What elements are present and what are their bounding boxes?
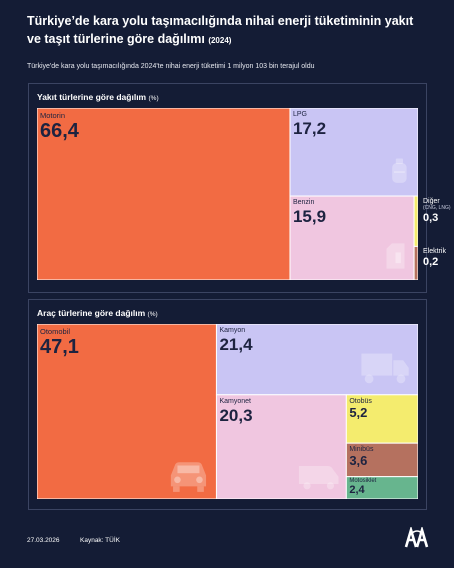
treemap-label-lpg: LPG 17,2 (290, 108, 418, 196)
vehicle-type-panel: Araç türlerine göre dağılım (%) Otomobil… (28, 299, 427, 510)
gas-cylinder-icon (392, 158, 407, 183)
treemap-label-kamyon: Kamyon 21,4 (216, 324, 418, 395)
treemap-cell-otobus (345, 394, 418, 444)
vehicle-treemap: Otomobil 47,1 Kamyon 21,4 Kamyonet 20,3 Otobüs… (37, 324, 418, 499)
value-label: 21,4 (219, 335, 253, 354)
value-label: 5,2 (349, 404, 368, 420)
value-label: 0,3 (423, 212, 439, 225)
value-label: 20,3 (219, 405, 253, 425)
value-label: 2,4 (349, 483, 365, 496)
category-label: Elektrik (423, 248, 446, 256)
van-icon (298, 466, 339, 490)
category-label: Kamyon (219, 327, 246, 334)
treemap-label-otomobil: Otomobil 47,1 (37, 324, 216, 499)
treemap-label-minibus: Minibüs 3,6 (346, 443, 418, 476)
fuel-chart-title: Yakıt türlerine göre dağılım (%) (37, 92, 159, 102)
page-subtitle: Türkiye'de kara yolu taşımacılığında 202… (27, 63, 315, 70)
treemap-cell-minibus (345, 442, 418, 478)
treemap-cell-motorin (37, 108, 291, 280)
value-label: 17,2 (292, 119, 327, 138)
category-sublabel: (CNG, LNG) (423, 205, 451, 212)
treemap-cell-kamyon (215, 324, 418, 396)
truck-icon (361, 353, 409, 384)
vehicle-chart-title: Araç türlerine göre dağılım (%) (37, 308, 158, 318)
value-label: 15,9 (292, 207, 327, 227)
value-label: 66,4 (40, 120, 79, 142)
treemap-cell-lpg (289, 108, 418, 197)
fuel-treemap: Motorin 66,4 LPG 17,2 Benzin 15,9 Diğer (CNG, L… (37, 108, 451, 280)
treemap-canvas (37, 324, 418, 499)
category-label: Otomobil (40, 327, 71, 336)
treemap-cell-kamyonet (215, 394, 347, 499)
category-label: Diğer (423, 198, 440, 206)
category-label: Motorin (40, 111, 66, 120)
treemap-cell-benzin (289, 195, 415, 280)
category-label: Minibüs (349, 446, 374, 454)
aa-logo-icon (404, 527, 429, 548)
value-label: 0,2 (423, 256, 439, 269)
fuel-type-panel: Yakıt türlerine göre dağılım (%) Motorin… (28, 83, 451, 293)
value-label: 3,6 (349, 453, 368, 469)
treemap-label-motosiklet: Motosiklet 2,4 (346, 477, 418, 499)
footer-date: 27.03.2026 (27, 537, 60, 544)
treemap-label-diger: Diğer (CNG, LNG) 0,3 (423, 198, 451, 224)
treemap-cell-motosiklet (345, 476, 418, 499)
page-title: Türkiye’de kara yolu taşımacılığında nih… (27, 14, 414, 46)
category-label: LPG (292, 111, 307, 118)
value-label: 47,1 (40, 336, 79, 358)
car-icon (170, 462, 207, 492)
treemap-label-motorin: Motorin 66,4 (37, 108, 290, 280)
category-label: Kamyonet (219, 397, 251, 405)
treemap-label-benzin: Benzin 15,9 (290, 196, 414, 280)
treemap-cell-elektrik (413, 245, 418, 280)
treemap-canvas (37, 108, 418, 280)
category-label: Motosiklet (349, 477, 377, 484)
treemap-cell-diger (413, 195, 418, 247)
category-label: Otobüs (349, 397, 372, 405)
category-label: Benzin (292, 199, 315, 207)
treemap-label-otobus: Otobüs 5,2 (346, 395, 418, 443)
treemap-cell-otomobil (37, 324, 217, 499)
treemap-label-elektrik: Elektrik 0,2 (423, 248, 446, 268)
fuel-can-icon (386, 243, 405, 269)
footer-source: Kaynak: TÜİK (80, 537, 120, 544)
treemap-label-kamyonet: Kamyonet 20,3 (216, 395, 346, 499)
